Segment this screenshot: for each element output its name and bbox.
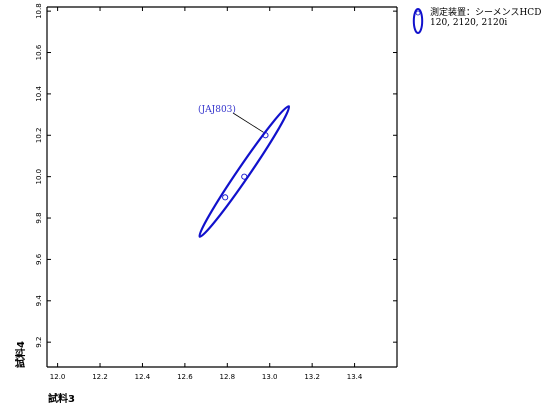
x-tick-label: 12.6 (177, 373, 193, 381)
x-tick-label: 13.4 (347, 373, 363, 381)
x-tick-label: 12.8 (220, 373, 236, 381)
y-tick-label: 9.8 (35, 212, 43, 223)
y-tick-label: 10.4 (35, 86, 43, 102)
plot-area: (JAJ803) (198, 104, 291, 238)
legend-label: 測定装置：シーメンスHCD (430, 6, 541, 18)
data-point (262, 132, 269, 139)
y-tick-label: 10.2 (35, 127, 43, 143)
y-tick-label: 9.6 (35, 253, 43, 265)
data-point (241, 173, 248, 180)
y-tick-label: 10.6 (35, 44, 43, 60)
x-axis-title: 試料3 (48, 392, 75, 405)
x-tick-label: 13.2 (304, 373, 320, 381)
data-point (222, 194, 229, 201)
y-tick-label: 10.0 (35, 169, 43, 185)
x-tick-label: 12.2 (92, 373, 108, 381)
x-tick-label: 13.0 (262, 373, 278, 381)
legend-point-icon (415, 10, 421, 16)
legend-ellipse-icon (412, 8, 424, 34)
legend-label: 120, 2120, 2120i (430, 18, 507, 28)
confidence-ellipse (198, 105, 291, 238)
axes: 12.0 12.2 12.4 12.6 12.8 13.0 13.2 13.4 9.2 9.4 9.… (35, 3, 398, 381)
y-axis-title: 試料4 (14, 341, 27, 368)
x-tick-label: 12.4 (135, 373, 151, 381)
annotation-leader-line (232, 112, 264, 133)
y-tick-label: 10.8 (35, 3, 43, 19)
annotation-label: (JAJ803) (198, 104, 236, 115)
y-tick-label: 9.2 (35, 337, 43, 348)
x-tick-label: 12.0 (50, 373, 66, 381)
y-tick-label: 9.4 (35, 295, 43, 307)
